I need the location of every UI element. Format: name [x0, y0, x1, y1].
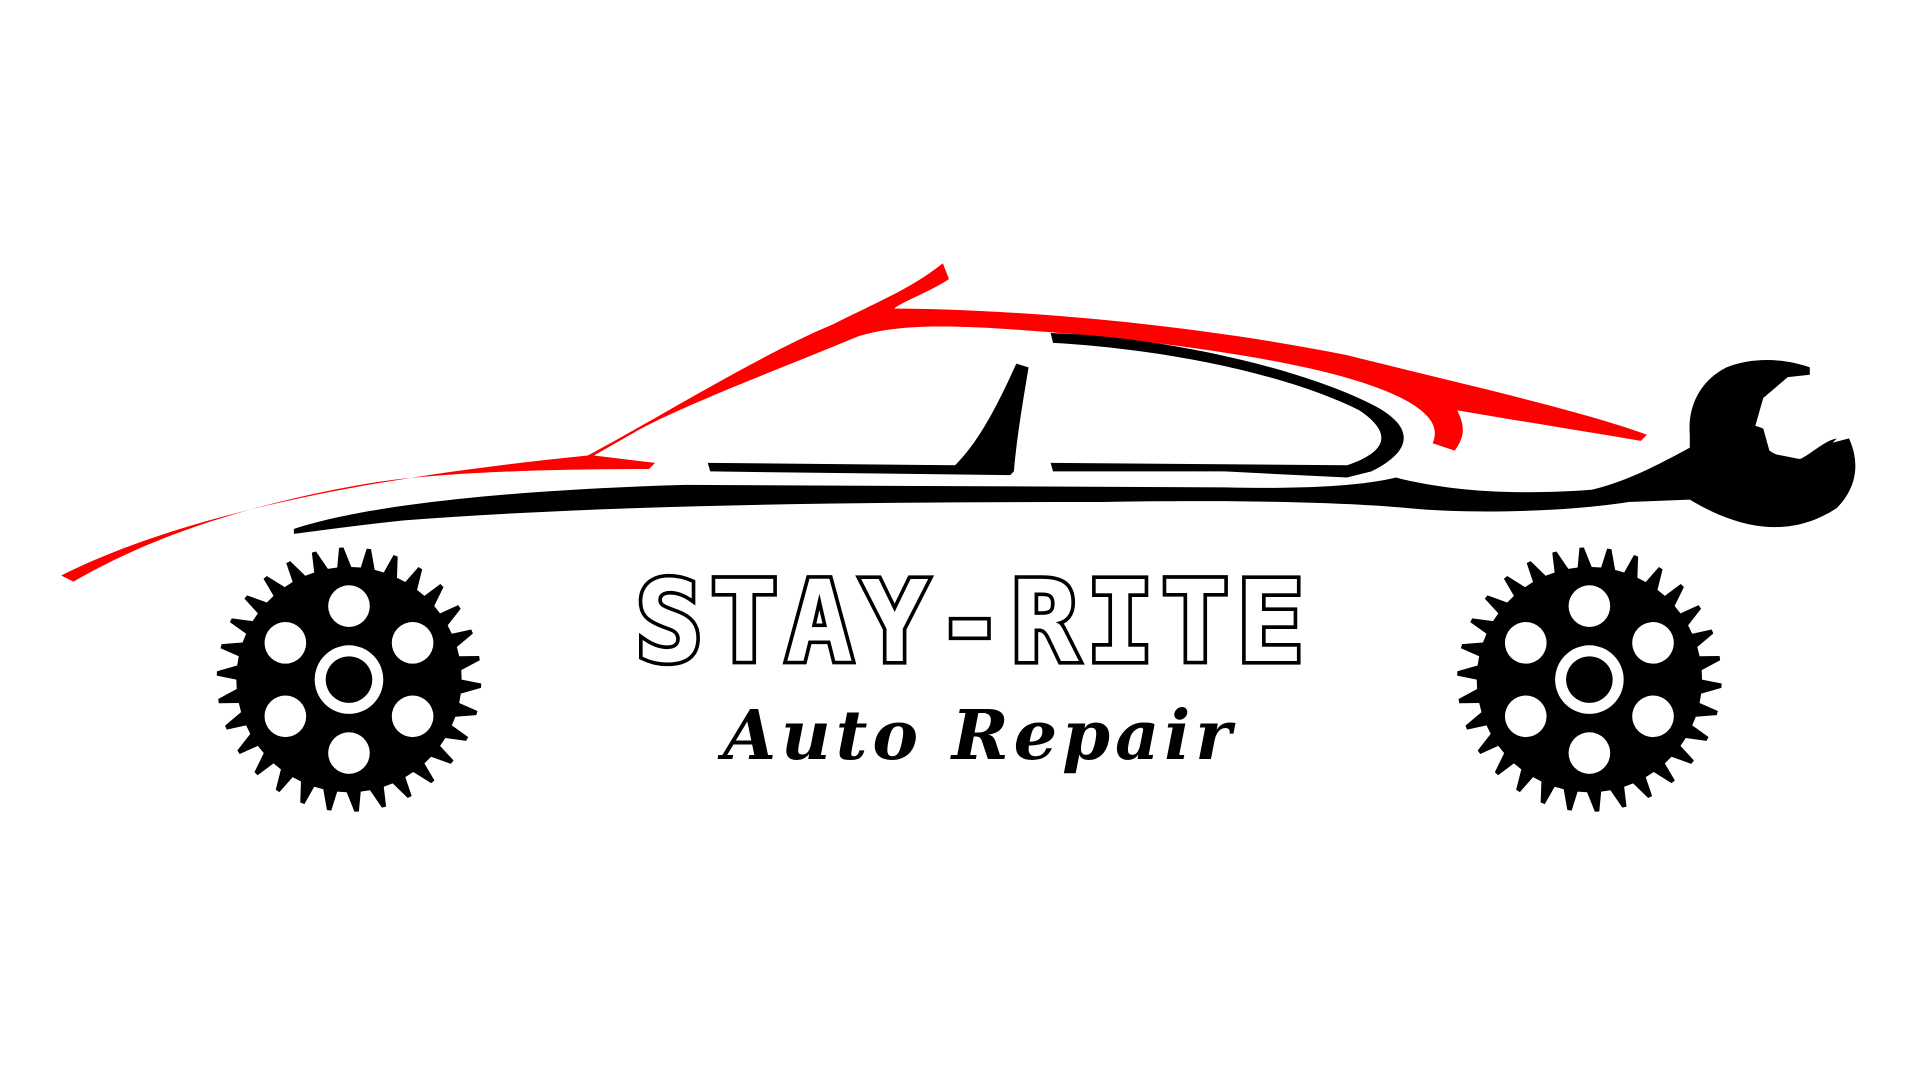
gear-hole	[1568, 732, 1611, 774]
car-body-line	[293, 422, 1856, 534]
gear-hub	[325, 656, 373, 703]
gear-hub	[1566, 656, 1613, 703]
gear-hole	[1632, 622, 1674, 664]
car-roof-swoosh	[61, 263, 1647, 582]
gear-hole	[1504, 622, 1547, 664]
tagline: Auto Repair	[717, 696, 1236, 776]
gear-hole	[264, 695, 307, 738]
gear-hole	[328, 585, 370, 627]
gear-hole	[1568, 585, 1611, 627]
gear-hole	[328, 732, 370, 774]
gear-hole	[391, 695, 434, 738]
wrench	[1689, 360, 1837, 472]
pillar-line	[707, 363, 1029, 476]
gears	[216, 547, 1722, 812]
brand-name: STAY-RITE	[635, 556, 1311, 688]
gear-hole	[1504, 695, 1547, 738]
gear-hole	[1632, 695, 1674, 738]
windshield-line	[1050, 333, 1404, 478]
gear-hole	[264, 622, 307, 664]
gear-hole	[391, 622, 434, 664]
